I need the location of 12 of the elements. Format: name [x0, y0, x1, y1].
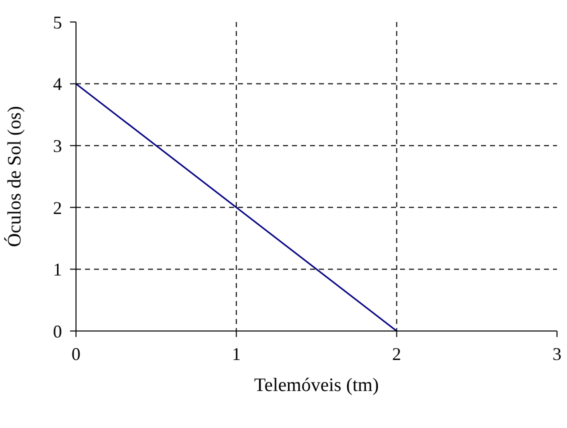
y-tick-label: 3	[53, 136, 62, 156]
x-tick-label: 2	[392, 344, 402, 364]
y-tick-label: 1	[53, 260, 62, 280]
y-tick-label: 0	[53, 321, 62, 342]
y-tick-label: 5	[53, 12, 62, 32]
y-tick-label: 2	[53, 198, 62, 218]
x-tick-label: 1	[232, 344, 241, 364]
y-tick-label: 4	[53, 74, 62, 94]
x-tick-label: 0	[72, 344, 80, 364]
x-axis-title: Telemóveis (tm)	[254, 375, 379, 396]
x-tick-label: 3	[552, 344, 562, 364]
y-axis-title: Óculos de Sol (os)	[4, 106, 26, 247]
